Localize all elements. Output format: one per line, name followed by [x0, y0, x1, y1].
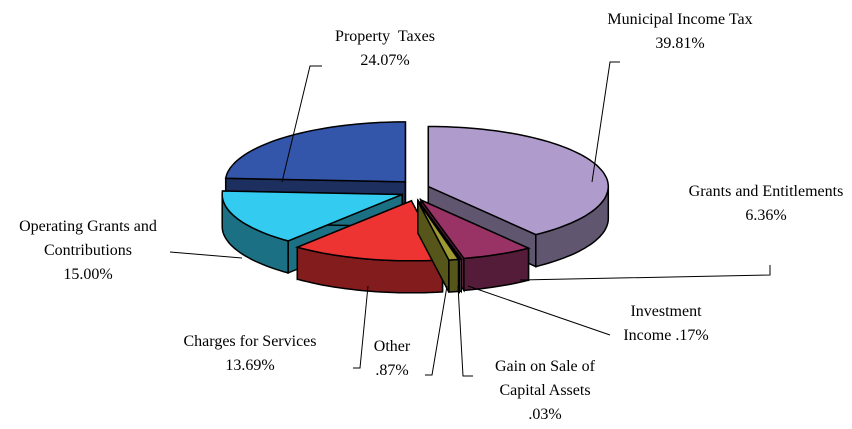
- slice-wall: [448, 258, 460, 293]
- category-label: Municipal Income Tax: [607, 11, 753, 28]
- value-label: 39.81%: [655, 35, 705, 52]
- value-label: 24.07%: [360, 52, 410, 69]
- slice-top: [294, 199, 444, 262]
- slice-label: Other .87%: [362, 335, 422, 383]
- leader-line: [281, 65, 322, 183]
- leader-line: [457, 285, 473, 377]
- value-label: 15.00%: [63, 266, 113, 283]
- value-label: .17%: [675, 327, 709, 344]
- slice-label: Grants and Entitlements 6.36%: [685, 180, 847, 228]
- slice-label: Property Taxes 24.07%: [315, 25, 455, 73]
- slice-label: Charges for Services 13.69%: [150, 330, 350, 378]
- leader-line: [467, 285, 611, 336]
- slices: [221, 121, 610, 294]
- leader-line: [425, 285, 448, 376]
- category-label: Operating Grants and Contributions: [19, 218, 157, 259]
- slice-label: Investment Income .17%: [612, 300, 720, 348]
- leader-line: [353, 285, 369, 369]
- slice-top: [224, 121, 407, 183]
- leaders: [169, 61, 771, 377]
- slice-label: Gain on Sale of Capital Assets .03%: [482, 355, 608, 427]
- category-label: Grants and Entitlements: [688, 183, 844, 200]
- leader-line: [519, 265, 771, 281]
- category-label: Other: [373, 338, 411, 355]
- value-label: .87%: [375, 362, 409, 379]
- slice-top: [221, 190, 403, 242]
- leader-line: [169, 251, 243, 259]
- slice-label: Municipal Income Tax 39.81%: [605, 8, 755, 56]
- slice-label: Operating Grants and Contributions 15.00…: [8, 215, 168, 287]
- category-label: Charges for Services: [183, 333, 317, 350]
- category-label: Investment Income: [623, 303, 702, 344]
- category-label: Property Taxes: [335, 28, 435, 45]
- category-label: Gain on Sale of Capital Assets: [495, 358, 595, 399]
- slice-top: [418, 198, 531, 260]
- slice-top: [427, 125, 610, 236]
- value-label: 6.36%: [745, 207, 787, 224]
- leader-line: [591, 61, 620, 183]
- value-label: 13.69%: [225, 357, 275, 374]
- value-label: .03%: [528, 406, 562, 423]
- slice-top: [417, 200, 460, 261]
